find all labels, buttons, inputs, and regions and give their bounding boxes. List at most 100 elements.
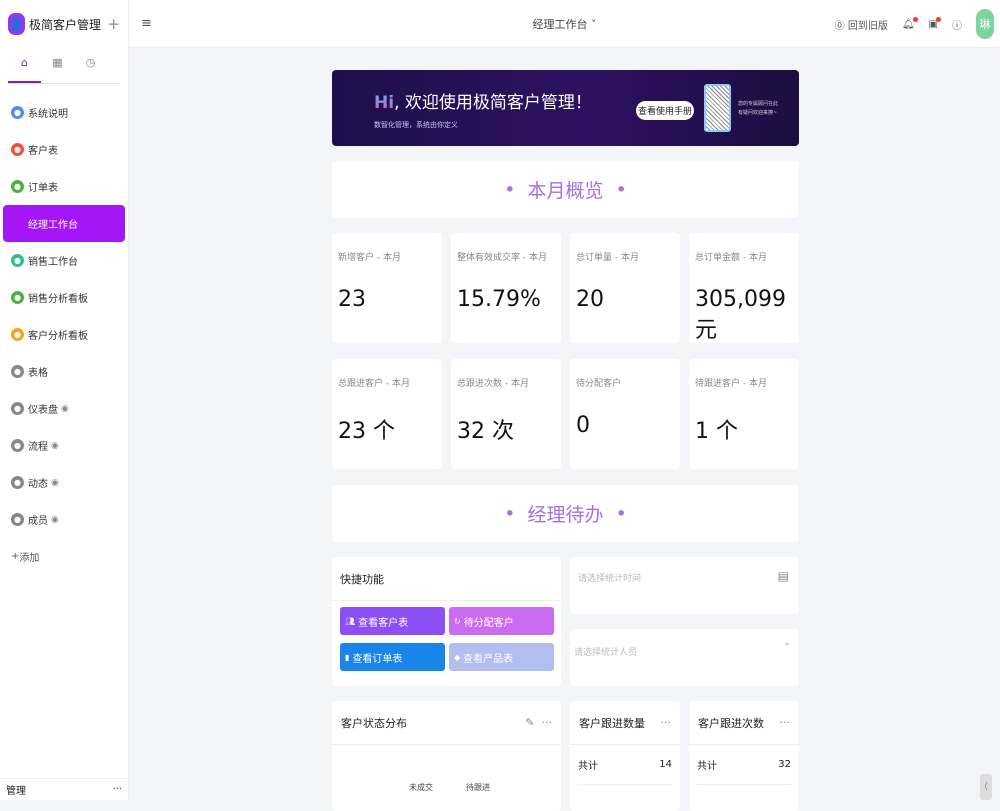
sidebar-item[interactable]: ● 订单表	[3, 168, 125, 205]
chart-label: 待跟进	[466, 783, 490, 792]
follow-count-card: 客户跟进数量 ··· 共计 14	[570, 701, 680, 811]
item-icon: ●	[11, 476, 24, 489]
eye-icon[interactable]: ◉	[61, 403, 69, 414]
sidebar-item-label: 动态	[28, 479, 48, 490]
eye-icon[interactable]: ◉	[51, 440, 59, 451]
stat-value: 20	[576, 287, 604, 312]
quick-button[interactable]: 👥︎ 查看客户表	[340, 607, 445, 635]
sidebar-item[interactable]: ● 客户表	[3, 131, 125, 168]
item-icon: ●	[11, 402, 24, 415]
stat-value: 23 个	[338, 419, 395, 444]
quick-label: 查看客户表	[358, 617, 409, 629]
home-tab-icon[interactable]: ⌂	[8, 56, 41, 83]
quick-icon: ◆	[454, 652, 461, 662]
eye-icon[interactable]: ◉	[51, 477, 59, 488]
more-icon[interactable]: ···	[541, 716, 553, 729]
sidebar-item[interactable]: ● 经理工作台	[3, 205, 125, 242]
manage-label: 管理	[6, 786, 26, 797]
manual-button[interactable]: 查看使用手册	[636, 101, 694, 120]
sidebar-item-label: 客户表	[28, 146, 58, 157]
stat-label: 待分配客户	[576, 379, 622, 389]
section-overview: • 本月概览 •	[332, 161, 799, 218]
quick-icon: ↻	[454, 616, 461, 626]
section-todo: • 经理待办 •	[332, 485, 799, 542]
quick-label: 查看产品表	[463, 653, 514, 665]
item-icon: ●	[11, 365, 24, 378]
quick-button[interactable]: ◆ 查看产品表	[449, 643, 554, 671]
eye-icon[interactable]: ◉	[51, 514, 59, 525]
menu-icon[interactable]: ≡	[141, 16, 152, 31]
total-value: 32	[778, 759, 791, 770]
sidebar-item[interactable]: ● 表格	[3, 353, 125, 390]
edit-icon[interactable]: ✎	[525, 716, 535, 729]
time-picker[interactable]: 请选择统计时间 ▤	[570, 557, 799, 614]
item-icon: ●	[11, 439, 24, 452]
total-value: 14	[659, 759, 672, 770]
stat-label: 总订单量 - 本月	[576, 253, 639, 263]
grid-tab-icon[interactable]: ▦	[52, 56, 63, 69]
item-icon: ●	[11, 328, 24, 341]
add-label: 添加	[19, 553, 40, 564]
clock-tab-icon[interactable]: ◷	[85, 56, 96, 69]
sidebar-item[interactable]: ● 成员 ◉	[3, 501, 125, 538]
stat-label: 整体有效成交率 - 本月	[457, 253, 547, 263]
sidebar-item-label: 销售分析看板	[28, 294, 88, 305]
status-chart-title: 客户状态分布	[341, 716, 407, 730]
add-icon[interactable]: +	[107, 15, 120, 33]
sidebar-item-label: 经理工作台	[28, 220, 78, 231]
quick-title: 快捷功能	[332, 557, 561, 601]
stat-card: 总跟进客户 - 本月 23 个	[332, 359, 442, 469]
sidebar-item-label: 流程	[28, 442, 48, 453]
more-icon[interactable]: ···	[779, 716, 791, 729]
stat-value: 15.79%	[457, 287, 541, 312]
follow-count-title: 客户跟进数量	[579, 716, 645, 730]
stat-card: 待分配客户 0	[570, 359, 680, 469]
avatar[interactable]: 琳	[976, 9, 994, 39]
total-label: 共计	[697, 761, 717, 772]
more-icon[interactable]: ···	[660, 716, 672, 729]
collapse-handle[interactable]: ⟨	[980, 774, 992, 800]
page-title[interactable]: 经理工作台 ˅	[532, 18, 597, 31]
manage-footer[interactable]: 管理 ···	[0, 778, 128, 800]
sidebar-item[interactable]: ● 流程 ◉	[3, 427, 125, 464]
add-item-button[interactable]: + 添加	[11, 551, 40, 564]
stat-value: 0	[576, 413, 590, 438]
stat-value: 1 个	[695, 419, 738, 444]
person-placeholder: 请选择统计人员	[574, 648, 638, 658]
quick-button[interactable]: ▮ 查看订单表	[340, 643, 445, 671]
chart-label: 未成交	[409, 783, 433, 792]
page-title-text: 经理工作台	[532, 18, 588, 31]
item-icon: ●	[11, 291, 24, 304]
sidebar-item-label: 系统说明	[28, 109, 68, 120]
back-old-version-button[interactable]: ⓪ 回到旧版	[834, 20, 888, 32]
app-logo-icon: 👤	[8, 13, 25, 35]
stat-label: 待跟进客户 - 本月	[695, 379, 767, 389]
stat-card: 总订单金额 - 本月 305,099 元	[689, 233, 799, 343]
bell-icon[interactable]: 🔔︎	[902, 16, 918, 30]
qr-text: 您的专属顾问在此 有疑问欢迎来撩~	[738, 101, 779, 116]
quick-label: 查看订单表	[352, 653, 403, 665]
item-icon: ●	[11, 106, 24, 119]
stat-value: 32 次	[457, 419, 514, 444]
sidebar-item[interactable]: ● 系统说明	[3, 94, 125, 131]
help-icon[interactable]: ⓘ	[952, 20, 962, 32]
stat-card: 待跟进客户 - 本月 1 个	[689, 359, 799, 469]
sidebar-item[interactable]: ● 销售工作台	[3, 242, 125, 279]
sidebar-item[interactable]: ● 销售分析看板	[3, 279, 125, 316]
sidebar-item[interactable]: ● 客户分析看板	[3, 316, 125, 353]
inbox-icon[interactable]: ▣	[929, 16, 941, 30]
stat-card: 总订单量 - 本月 20	[570, 233, 680, 343]
sidebar-item-label: 仪表盘	[28, 405, 58, 416]
welcome-banner: Hi, 欢迎使用极简客户管理！ 数智化管理，系统由你定义 查看使用手册 您的专属…	[332, 70, 799, 146]
stat-card: 新增客户 - 本月 23	[332, 233, 442, 343]
follow-times-title: 客户跟进次数	[698, 716, 764, 730]
topbar: ≡ 经理工作台 ˅ ⓪ 回到旧版 🔔︎ ▣ ⓘ 琳	[129, 0, 1000, 48]
follow-times-card: 客户跟进次数 ··· 共计 32	[689, 701, 799, 811]
sidebar-item[interactable]: ● 动态 ◉	[3, 464, 125, 501]
more-icon[interactable]: ···	[112, 784, 122, 795]
sidebar-item-label: 订单表	[28, 183, 58, 194]
person-select[interactable]: 请选择统计人员 ˅	[570, 629, 799, 686]
quick-button[interactable]: ↻ 待分配客户	[449, 607, 554, 635]
sidebar-item[interactable]: ● 仪表盘 ◉	[3, 390, 125, 427]
stat-label: 总跟进客户 - 本月	[338, 379, 410, 389]
